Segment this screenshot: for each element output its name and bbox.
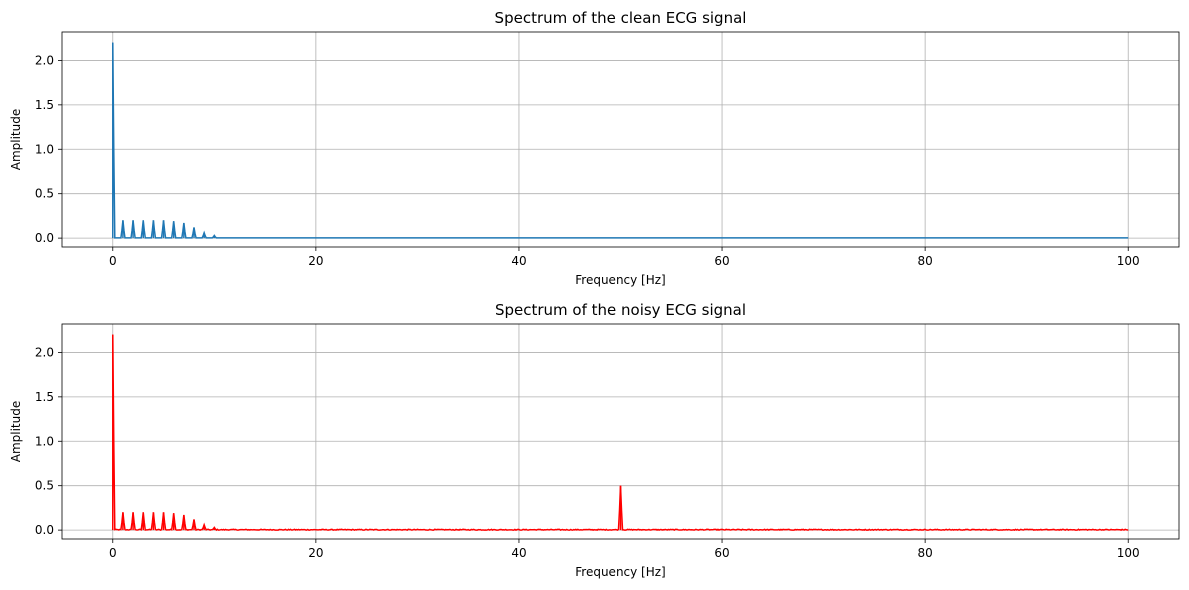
x-axis-label: Frequency [Hz] [575,565,666,579]
x-tick-label: 60 [714,546,729,560]
subplot-2: 0 20 40 60 80 100 0.0 0.5 1.0 1.5 2.0 Spectrum of t… [9,301,1180,579]
subplot-1: 0 20 40 60 80 100 0.0 0.5 1.0 1.5 2.0 Spectrum of t… [9,9,1180,287]
chart-title: Spectrum of the clean ECG signal [495,9,747,27]
x-tick-label: 20 [308,254,323,268]
x-tick-label: 0 [109,546,117,560]
x-tick-label: 0 [109,254,117,268]
axes-frame [61,31,1180,248]
x-axis-label: Frequency [Hz] [575,273,666,287]
series-line [112,42,1129,239]
y-axis-label: Amplitude [9,109,23,171]
y-tick-label: 2.0 [35,345,54,359]
series-line [112,334,1129,532]
chart-title: Spectrum of the noisy ECG signal [495,301,746,319]
x-tick-label: 80 [917,546,932,560]
y-tick-label: 1.0 [35,434,54,448]
y-tick-label: 0.0 [35,523,54,537]
y-tick-label: 0.5 [35,479,54,493]
x-tick-label: 100 [1117,254,1140,268]
x-tick-label: 40 [511,254,526,268]
axes-frame [61,323,1180,540]
y-tick-label: 0.0 [35,231,54,245]
y-tick-label: 1.5 [35,98,54,112]
x-tick-label: 40 [511,546,526,560]
x-tick-label: 100 [1117,546,1140,560]
y-tick-label: 0.5 [35,187,54,201]
x-tick-label: 60 [714,254,729,268]
y-tick-label: 2.0 [35,53,54,67]
y-tick-label: 1.0 [35,142,54,156]
x-tick-label: 20 [308,546,323,560]
y-axis-label: Amplitude [9,401,23,463]
y-tick-label: 1.5 [35,390,54,404]
x-tick-label: 80 [917,254,932,268]
